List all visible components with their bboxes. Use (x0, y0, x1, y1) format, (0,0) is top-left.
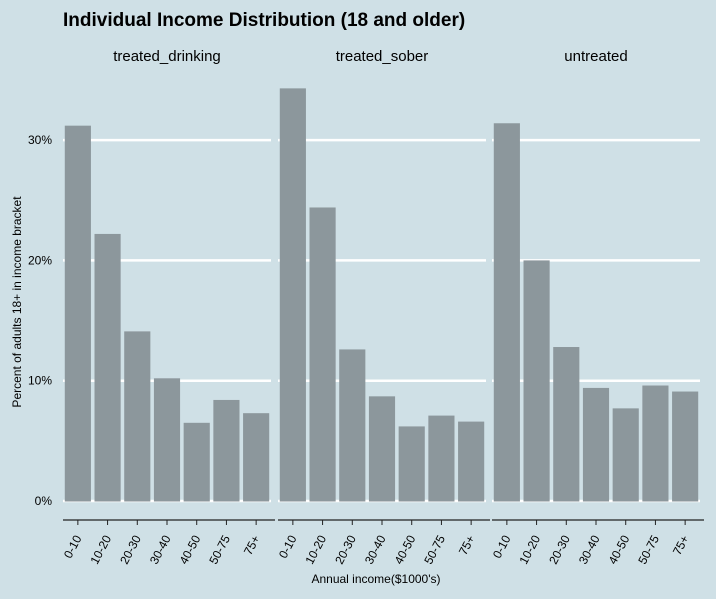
x-axis-label: Annual income($1000's) (311, 572, 440, 586)
y-axis-label: Percent of adults 18+ in income bracket (10, 196, 24, 408)
x-tick-label: 0-10 (490, 533, 514, 561)
y-tick-label: 30% (28, 133, 52, 147)
bar (398, 426, 425, 502)
bar (64, 125, 91, 502)
x-tick-label: 30-40 (362, 533, 389, 567)
bars (64, 88, 699, 502)
x-tick-label: 0-10 (61, 533, 85, 561)
x-tick-label: 50-75 (421, 533, 448, 567)
panel-label: untreated (564, 48, 627, 65)
bar (642, 385, 669, 502)
bar (493, 123, 520, 502)
x-tick-label: 10-20 (302, 533, 329, 567)
bar (368, 396, 396, 502)
bar (612, 408, 639, 502)
x-axis: 0-10 10-20 20-30 30-40 40-50 50-75 75+ 0-10 10-2… (61, 519, 704, 567)
bar (213, 399, 240, 502)
x-tick-label: 75+ (670, 533, 692, 558)
bar (672, 391, 699, 502)
x-tick-label: 20-30 (117, 533, 144, 567)
y-axis: 0% 10% 20% 30% (28, 133, 52, 508)
panel-label: treated_sober (336, 48, 429, 65)
x-tick-label: 10-20 (516, 533, 543, 567)
x-tick-label: 30-40 (147, 533, 174, 567)
y-tick-label: 10% (28, 374, 52, 388)
bar (309, 207, 336, 502)
chart-title: Individual Income Distribution (18 and o… (63, 10, 466, 31)
bar (124, 331, 151, 502)
y-tick-label: 20% (28, 253, 52, 267)
x-tick-label: 75+ (456, 533, 478, 558)
x-tick-label: 40-50 (177, 533, 204, 567)
bar (523, 260, 550, 502)
bar (458, 421, 485, 502)
panel-label: treated_drinking (113, 48, 221, 65)
bar (279, 88, 306, 502)
x-tick-label: 20-30 (332, 533, 359, 567)
panel-strips: treated_drinking treated_sober untreated (113, 48, 627, 65)
bar (553, 347, 580, 502)
x-tick-label: 40-50 (606, 533, 633, 567)
bar (243, 413, 270, 502)
x-tick-label: 75+ (241, 533, 263, 558)
x-tick-label: 50-75 (206, 533, 233, 567)
y-tick-label: 0% (35, 494, 53, 508)
x-tick-label: 50-75 (635, 533, 662, 567)
bar (94, 233, 121, 502)
x-tick-label: 0-10 (276, 533, 300, 561)
bar (153, 378, 181, 502)
x-tick-label: 10-20 (87, 533, 114, 567)
bar (582, 387, 610, 502)
x-tick-label: 30-40 (576, 533, 603, 567)
bar (339, 349, 366, 502)
bar (183, 422, 210, 502)
x-tick-label: 40-50 (392, 533, 419, 567)
x-tick-label: 20-30 (546, 533, 573, 567)
bar (428, 415, 455, 502)
